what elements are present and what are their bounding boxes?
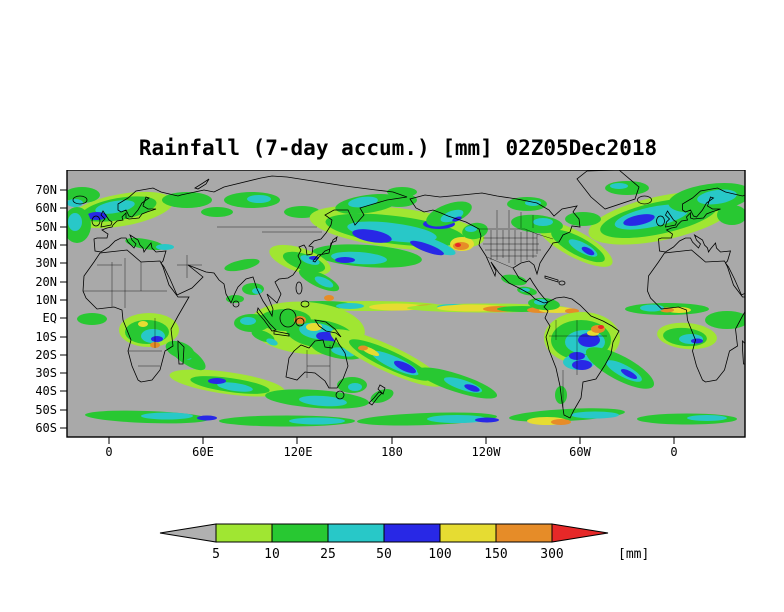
lon-label-120w: 120W [471,445,501,459]
lon-label-0: 0 [105,445,113,459]
country-borders [83,210,607,408]
sri-lanka [232,300,240,308]
africa-coastline [82,249,190,383]
sulawesi [295,317,305,327]
lat-label-10s: 10S [35,330,57,344]
americas [409,170,640,419]
axis-ticks [60,189,675,444]
lat-label-50n: 50N [35,220,57,234]
lat-label-60n: 60N [35,201,57,215]
lon-label-0-right: 0 [670,445,678,459]
luzon [295,281,303,295]
japan [312,236,338,263]
rainfall-shading [67,181,745,427]
lat-label-30n: 30N [35,256,57,270]
madagascar [177,340,185,365]
novaya-zemlya [194,178,210,190]
colorbar-tick-25: 25 [320,547,336,562]
plot-title: Rainfall (7-day accum.) [mm] 02Z05Dec201… [138,136,658,160]
colorbar-arrow-below-min [159,523,217,543]
north-america-coastline [409,192,581,304]
tasmania [335,390,345,400]
cuba [544,275,559,283]
iceland [72,195,88,205]
hispaniola [558,280,566,286]
sumatra [256,307,277,332]
eurasia-coastline [93,175,408,318]
coastlines [72,170,745,419]
south-america-coastline [543,296,620,419]
colorbar-tick-10: 10 [264,547,280,562]
ireland [91,215,101,227]
colorbar-seg-150-300 [495,523,553,543]
colorbar-seg-5-10 [215,523,273,543]
lat-label-20n: 20N [35,275,57,289]
colorbar-tick-50: 50 [376,547,392,562]
colorbar [159,523,609,543]
lat-label-70n: 70N [35,183,57,197]
new-guinea [314,319,342,338]
lat-label-eq: EQ [42,311,57,325]
colorbar-tick-5: 5 [212,547,220,562]
borneo [279,308,297,328]
lat-label-20s: 20S [35,348,57,362]
mindanao [300,300,310,308]
colorbar-seg-10-25 [271,523,329,543]
lat-label-40n: 40N [35,238,57,252]
world-map [60,170,746,444]
lat-label-10n: 10N [35,293,57,307]
uk-coastline [100,210,113,228]
lon-label-180: 180 [381,445,403,459]
map-frame [66,170,746,438]
colorbar-tick-300: 300 [540,547,564,562]
colorbar-tick-100: 100 [428,547,452,562]
colorbar-seg-50-100 [383,523,441,543]
java [273,330,290,337]
colorbar-tick-150: 150 [484,547,508,562]
colorbar-seg-25-50 [327,523,385,543]
new-zealand-south [368,391,383,406]
lon-label-120e: 120E [283,445,313,459]
lon-label-60e: 60E [192,445,214,459]
colorbar-seg-100-150 [439,523,497,543]
colorbar-unit-label: [mm] [618,547,650,562]
lat-label-40s: 40S [35,384,57,398]
lon-label-60w: 60W [569,445,591,459]
australia-coastline [285,337,349,389]
lat-label-50s: 50S [35,403,57,417]
new-zealand-north [377,384,386,395]
colorbar-arrow-above-max [551,523,609,543]
lat-label-30s: 30S [35,366,57,380]
lat-label-60s: 60S [35,421,57,435]
